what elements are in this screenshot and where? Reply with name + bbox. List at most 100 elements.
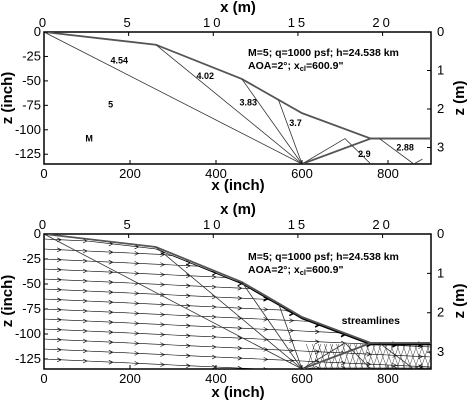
internal-flow-hatch — [402, 343, 412, 369]
streamline-arrow — [82, 308, 88, 314]
streamline-arrow — [160, 262, 166, 267]
streamline-arrow — [160, 332, 166, 337]
streamline-arrow — [211, 344, 217, 350]
y-tick-label: -125 — [15, 351, 41, 366]
x-tick-label: 400 — [205, 166, 227, 181]
y-tick-label: -75 — [22, 301, 41, 316]
x-tick-label: 0 — [40, 166, 47, 181]
bottom-panel: 0 200 400 600 800 0-25-50-75-100-125 0 5 10 15 2… — [0, 201, 468, 401]
streamline-arrow — [211, 334, 217, 340]
streamline-arrow — [211, 270, 217, 276]
streamline-arrow — [160, 302, 166, 307]
streamline-arrow — [237, 295, 243, 301]
streamline-arrow — [108, 299, 114, 305]
top-y-ticks: 0 -25 -50 -75 -100 -125 — [15, 24, 48, 161]
internal-flow-hatch — [390, 343, 400, 369]
shock-line — [44, 234, 303, 369]
streamline-arrow — [289, 338, 295, 343]
shock-line — [155, 246, 303, 369]
top-annotation-line1: M=5; q=1000 psf; h=24.538 km — [248, 47, 399, 59]
bottom-y2-ticks: 0 1 2 3 — [427, 226, 444, 359]
x-tick-label: 800 — [377, 371, 399, 386]
x-tick-label: 600 — [291, 166, 313, 181]
streamline-arrow — [57, 237, 62, 243]
streamline-arrow — [340, 365, 346, 369]
streamline-arrow — [82, 258, 88, 264]
streamline-arrow — [108, 259, 114, 265]
streamline-arrow — [366, 361, 372, 367]
streamline-arrow — [315, 349, 320, 355]
streamline-arrow — [57, 307, 62, 313]
shock-line — [44, 32, 303, 164]
x2-tick-label: 5 — [124, 15, 134, 30]
streamline-arrow — [82, 268, 88, 274]
streamline — [44, 348, 431, 368]
region-label: 4.02 — [196, 71, 214, 81]
streamline-arrow — [134, 351, 140, 356]
streamline-arrow — [160, 342, 166, 347]
streamline-arrow — [134, 251, 140, 256]
top-xlabel: x (inch) — [211, 177, 264, 194]
shock-line — [241, 281, 303, 369]
y2-tick-label: 0 — [437, 24, 444, 39]
bottom-flow-geometry — [44, 234, 431, 369]
internal-flow-hatch — [372, 343, 382, 369]
streamline-arrow — [237, 345, 243, 351]
streamline-arrow — [134, 261, 140, 266]
streamline-arrow — [108, 349, 114, 355]
x2-tick-label: 10 — [203, 217, 223, 232]
streamline-arrow — [82, 238, 88, 244]
streamline-arrow — [263, 357, 269, 362]
streamline-arrow — [134, 331, 140, 336]
y-tick-label: -25 — [22, 251, 41, 266]
internal-flow-hatch — [306, 343, 316, 369]
streamline-arrow — [57, 247, 62, 253]
y-tick-label: -50 — [22, 73, 41, 88]
streamline-arrow — [82, 318, 88, 324]
streamline-arrow — [186, 313, 191, 319]
streamline-arrow — [134, 311, 140, 316]
x-tick-label: 200 — [119, 371, 141, 386]
y2-tick-label: 1 — [437, 265, 444, 280]
top-x-ticks: 0 200 400 600 800 — [40, 160, 399, 181]
bottom-y2label: z (m) — [451, 284, 468, 319]
streamline-arrow — [366, 351, 372, 357]
y2-tick-label: 2 — [437, 101, 444, 116]
streamline-arrow — [57, 297, 62, 303]
shock-line — [301, 342, 372, 369]
streamline-arrow — [289, 328, 295, 333]
streamline — [44, 248, 431, 346]
internal-flow-hatch — [324, 343, 334, 369]
bottom-x2-ticks: 0 5 10 15 20 — [39, 217, 390, 238]
x-tick-label: 600 — [291, 371, 313, 386]
streamline-arrow — [82, 328, 88, 334]
internal-flow-hatch — [396, 343, 406, 369]
streamline-arrow — [57, 287, 62, 293]
top-plot-frame — [43, 31, 432, 165]
streamline-arrow — [418, 354, 424, 359]
x2-tick-label: 0 — [39, 217, 49, 232]
top-annotation-line2: AOA=2°; xcl=600.9" — [248, 60, 343, 73]
internal-flow-hatch — [414, 343, 424, 369]
streamline-arrow — [134, 291, 140, 296]
streamline-arrow — [134, 271, 140, 276]
x2-tick-label: 10 — [203, 15, 223, 30]
streamline-arrow — [263, 327, 269, 332]
streamline-arrow — [186, 263, 191, 269]
streamline-arrow — [57, 267, 62, 273]
streamline-arrow — [57, 347, 62, 353]
streamline-arrow — [108, 249, 114, 255]
streamline-arrow — [108, 319, 114, 325]
cowl-line — [301, 137, 431, 164]
region-label: 2.9 — [358, 149, 371, 159]
streamline-arrow — [57, 327, 62, 333]
streamline-arrow — [82, 248, 88, 254]
streamline-arrow — [160, 250, 166, 255]
streamline-arrow — [57, 357, 62, 363]
shock-line — [301, 138, 372, 164]
top-y2label: z (m) — [451, 81, 468, 116]
bottom-plot-frame — [43, 233, 432, 370]
streamline-arrow — [211, 324, 217, 330]
region-label: 4.54 — [110, 55, 128, 65]
streamline-arrow — [160, 312, 166, 317]
